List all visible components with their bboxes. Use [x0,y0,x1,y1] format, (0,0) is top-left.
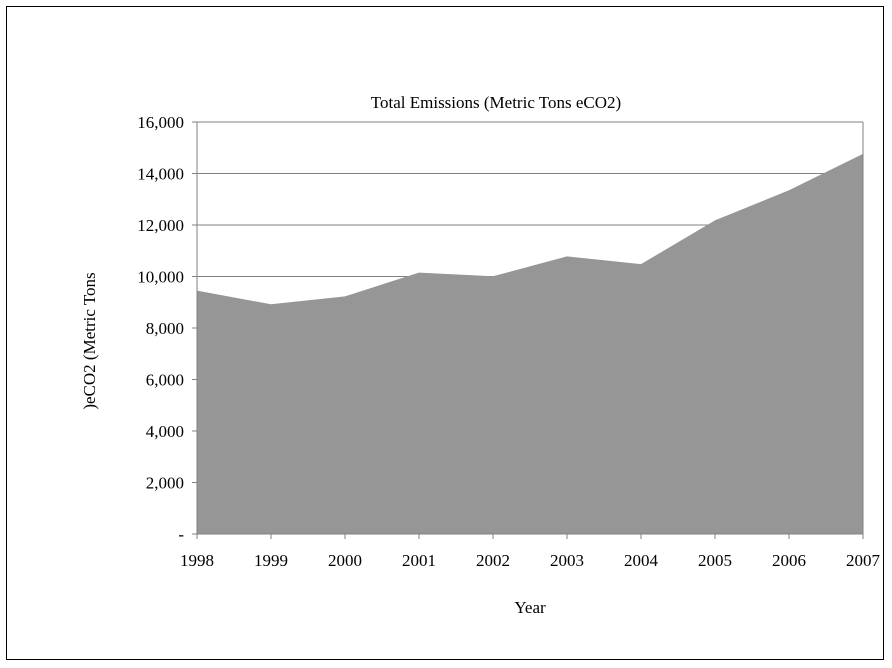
y-tick-label: 10,000 [137,268,184,287]
x-tick-label: 2007 [846,551,881,570]
x-tick-labels: 1998 1999 2000 2001 2002 2003 2004 2005 2006 2007 [180,534,881,570]
chart-title: Total Emissions (Metric Tons eCO2) [371,93,621,112]
y-tick-label: 16,000 [137,113,184,132]
x-tick-label: 2002 [476,551,510,570]
y-tick-labels: - 2,000 4,000 6,000 8,000 10,000 12,000 14,000 1… [137,113,197,544]
x-axis-label: Year [514,598,546,617]
y-tick-label: 4,000 [146,422,184,441]
x-tick-label: 1999 [254,551,288,570]
x-tick-label: 2000 [328,551,362,570]
x-tick-label: 1998 [180,551,214,570]
x-tick-label: 2003 [550,551,584,570]
x-tick-label: 2005 [698,551,732,570]
x-tick-label: 2001 [402,551,436,570]
y-tick-label: 2,000 [146,474,184,493]
y-tick-label: - [178,525,184,544]
x-tick-label: 2004 [624,551,659,570]
y-axis-label: )eCO2 (Metric Tons [80,272,99,409]
y-tick-label: 6,000 [146,371,184,390]
emissions-area [197,153,863,534]
y-tick-label: 8,000 [146,319,184,338]
x-tick-label: 2006 [772,551,806,570]
y-tick-label: 14,000 [137,165,184,184]
y-tick-label: 12,000 [137,216,184,235]
